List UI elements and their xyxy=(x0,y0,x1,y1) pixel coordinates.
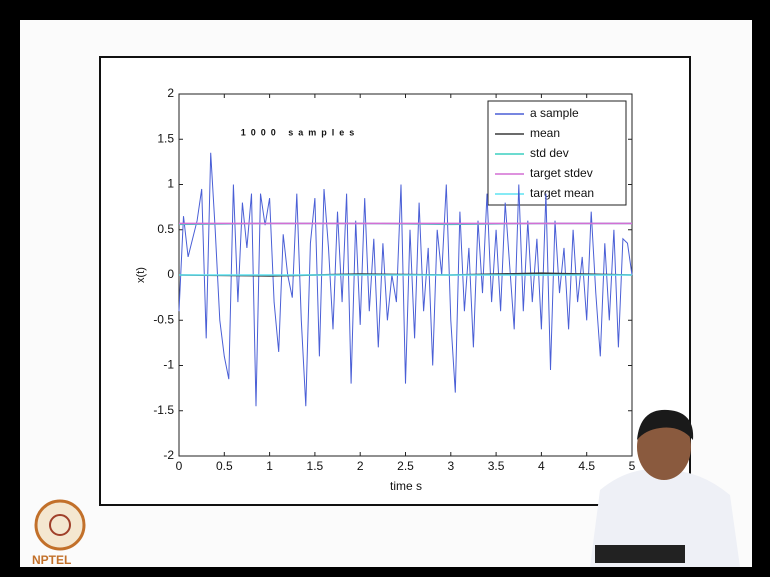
x-tick-label: 2.5 xyxy=(397,459,414,473)
x-tick-label: 5 xyxy=(629,459,636,473)
x-tick-label: 0.5 xyxy=(216,459,233,473)
x-tick-label: 3.5 xyxy=(488,459,505,473)
legend-label: mean xyxy=(530,126,560,140)
x-tick-label: 3 xyxy=(447,459,454,473)
logo-text: NPTEL xyxy=(32,553,71,567)
y-tick-label: 1 xyxy=(167,177,174,191)
legend-label: a sample xyxy=(530,106,579,120)
y-tick-label: -1 xyxy=(163,358,174,372)
laptop xyxy=(595,545,685,563)
page: 1000 samples time s x(t) NPTEL a sample m… xyxy=(0,0,770,577)
x-axis-label: time s xyxy=(390,479,422,493)
y-tick-label: -1.5 xyxy=(153,403,174,417)
x-tick-label: 2 xyxy=(357,459,364,473)
x-tick-label: 1.5 xyxy=(307,459,324,473)
legend: a sample mean std dev target stdev target me… xyxy=(488,101,626,205)
y-tick-label: 2 xyxy=(167,86,174,100)
y-tick-label: -2 xyxy=(163,448,174,462)
y-tick-label: 0.5 xyxy=(157,222,174,236)
legend-label: target stdev xyxy=(530,166,593,180)
logo-emblem xyxy=(36,501,84,549)
x-tick-label: 1 xyxy=(266,459,273,473)
screen: 1000 samples time s x(t) NPTEL a sample m… xyxy=(0,0,770,577)
legend-label: target mean xyxy=(530,186,594,200)
y-tick-label: 1.5 xyxy=(157,131,174,145)
x-tick-label: 4.5 xyxy=(578,459,595,473)
annotation: 1000 samples xyxy=(241,127,360,137)
legend-label: std dev xyxy=(530,146,569,160)
y-tick-label: 0 xyxy=(167,267,174,281)
y-axis-label: x(t) xyxy=(135,267,147,283)
y-tick-label: -0.5 xyxy=(153,312,174,326)
x-tick-label: 4 xyxy=(538,459,545,473)
x-tick-label: 0 xyxy=(176,459,183,473)
